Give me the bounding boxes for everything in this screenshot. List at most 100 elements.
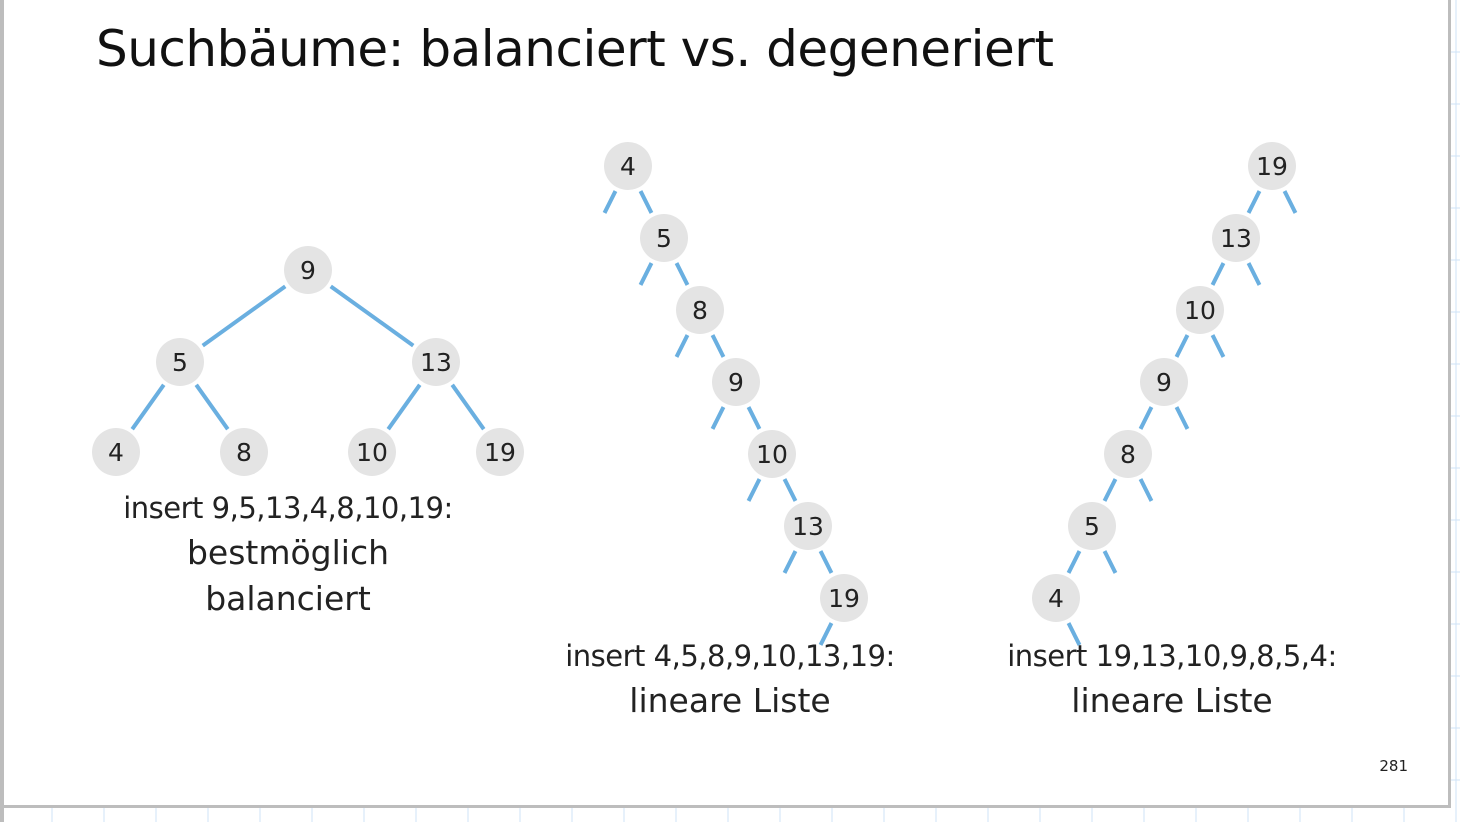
empty-subtree-edge bbox=[602, 190, 618, 214]
tree-node-label: 5 bbox=[172, 348, 188, 377]
tree-node-10: 10 bbox=[348, 428, 396, 476]
tree-edge bbox=[638, 190, 654, 214]
caption-balanced-description-1: bestmöglich bbox=[186, 533, 390, 572]
empty-subtree-edge bbox=[1246, 262, 1262, 286]
empty-subtree-edge bbox=[1138, 478, 1154, 502]
empty-subtree-edge bbox=[1174, 406, 1190, 430]
tree-node-8: 8 bbox=[676, 286, 724, 334]
tree-node-label: 13 bbox=[420, 348, 452, 377]
tree-edge bbox=[329, 284, 415, 348]
tree-edge bbox=[194, 383, 230, 431]
tree-node-circle bbox=[784, 502, 832, 550]
page-number: 281 bbox=[1379, 757, 1408, 775]
tree-node-label: 9 bbox=[728, 368, 744, 397]
empty-subtree-edge bbox=[746, 478, 762, 502]
tree-edge bbox=[818, 550, 834, 574]
tree-node-circle bbox=[676, 286, 724, 334]
tree-edge bbox=[710, 334, 726, 358]
tree-edge bbox=[1102, 478, 1118, 502]
tree-node-circle bbox=[1068, 502, 1116, 550]
tree-node-label: 13 bbox=[792, 512, 824, 541]
tree-node-circle bbox=[284, 246, 332, 294]
tree-edge bbox=[782, 478, 798, 502]
tree-node-13: 13 bbox=[784, 502, 832, 550]
tree-edge bbox=[1210, 262, 1226, 286]
tree-node-circle bbox=[92, 428, 140, 476]
tree-node-19: 19 bbox=[1248, 142, 1296, 190]
tree-node-circle bbox=[604, 142, 652, 190]
tree-node-5: 5 bbox=[1068, 502, 1116, 550]
tree-node-circle bbox=[348, 428, 396, 476]
tree-node-circle bbox=[220, 428, 268, 476]
tree-node-label: 4 bbox=[1048, 584, 1064, 613]
tree-node-circle bbox=[1104, 430, 1152, 478]
slide-left-border bbox=[0, 0, 4, 822]
slide-title: Suchbäume: balanciert vs. degeneriert bbox=[96, 20, 1054, 78]
tree-node-circle bbox=[748, 430, 796, 478]
tree-edge bbox=[674, 262, 690, 286]
tree-node-label: 4 bbox=[108, 438, 124, 467]
tree-edge bbox=[450, 383, 486, 431]
tree-node-circle bbox=[1032, 574, 1080, 622]
caption-descending: insert 19,13,10,9,8,5,4: lineare Liste bbox=[972, 634, 1372, 724]
empty-subtree-edge bbox=[1282, 190, 1298, 214]
tree-node-8: 8 bbox=[1104, 430, 1152, 478]
tree-node-circle bbox=[412, 338, 460, 386]
tree-node-8: 8 bbox=[220, 428, 268, 476]
tree-node-5: 5 bbox=[156, 338, 204, 386]
tree-node-13: 13 bbox=[412, 338, 460, 386]
tree-node-label: 19 bbox=[484, 438, 516, 467]
caption-balanced-description-2: balanciert bbox=[205, 579, 371, 618]
caption-ascending-insert-order: insert 4,5,8,9,10,13,19: bbox=[565, 639, 895, 673]
tree-node-circle bbox=[712, 358, 760, 406]
caption-descending-description: lineare Liste bbox=[1071, 681, 1273, 720]
tree-edge bbox=[1246, 190, 1262, 214]
tree-edge bbox=[746, 406, 762, 430]
tree-node-13: 13 bbox=[1212, 214, 1260, 262]
caption-balanced: insert 9,5,13,4,8,10,19: bestmöglich bal… bbox=[88, 486, 488, 622]
empty-subtree-edge bbox=[1102, 550, 1118, 574]
tree-node-4: 4 bbox=[1032, 574, 1080, 622]
tree-node-label: 8 bbox=[236, 438, 252, 467]
tree-edge bbox=[130, 383, 166, 431]
caption-ascending: insert 4,5,8,9,10,13,19: lineare Liste bbox=[530, 634, 930, 724]
empty-subtree-edge bbox=[818, 622, 834, 646]
caption-ascending-description: lineare Liste bbox=[629, 681, 831, 720]
tree-node-label: 19 bbox=[828, 584, 860, 613]
tree-node-circle bbox=[476, 428, 524, 476]
tree-node-9: 9 bbox=[1140, 358, 1188, 406]
tree-node-label: 9 bbox=[1156, 368, 1172, 397]
empty-subtree-edge bbox=[674, 334, 690, 358]
tree-node-circle bbox=[156, 338, 204, 386]
tree-edge bbox=[1138, 406, 1154, 430]
tree-node-label: 19 bbox=[1256, 152, 1288, 181]
tree-node-19: 19 bbox=[476, 428, 524, 476]
tree-node-circle bbox=[820, 574, 868, 622]
tree-edge bbox=[1174, 334, 1190, 358]
tree-edge bbox=[1066, 550, 1082, 574]
empty-subtree-edge bbox=[638, 262, 654, 286]
empty-subtree-edge bbox=[710, 406, 726, 430]
tree-node-9: 9 bbox=[284, 246, 332, 294]
tree-node-circle bbox=[1212, 214, 1260, 262]
caption-descending-insert-order: insert 19,13,10,9,8,5,4: bbox=[1007, 639, 1337, 673]
tree-edge bbox=[201, 284, 287, 348]
tree-node-5: 5 bbox=[640, 214, 688, 262]
tree-node-label: 13 bbox=[1220, 224, 1252, 253]
empty-subtree-edge bbox=[782, 550, 798, 574]
tree-node-label: 10 bbox=[1184, 296, 1216, 325]
tree-node-10: 10 bbox=[1176, 286, 1224, 334]
tree-node-9: 9 bbox=[712, 358, 760, 406]
tree-node-label: 9 bbox=[300, 256, 316, 285]
tree-node-10: 10 bbox=[748, 430, 796, 478]
empty-subtree-edge bbox=[1210, 334, 1226, 358]
tree-node-4: 4 bbox=[604, 142, 652, 190]
tree-node-label: 10 bbox=[756, 440, 788, 469]
tree-node-circle bbox=[1248, 142, 1296, 190]
tree-node-4: 4 bbox=[92, 428, 140, 476]
tree-node-19: 19 bbox=[820, 574, 868, 622]
tree-node-label: 8 bbox=[1120, 440, 1136, 469]
tree-node-circle bbox=[1176, 286, 1224, 334]
empty-subtree-edge bbox=[1066, 622, 1082, 646]
